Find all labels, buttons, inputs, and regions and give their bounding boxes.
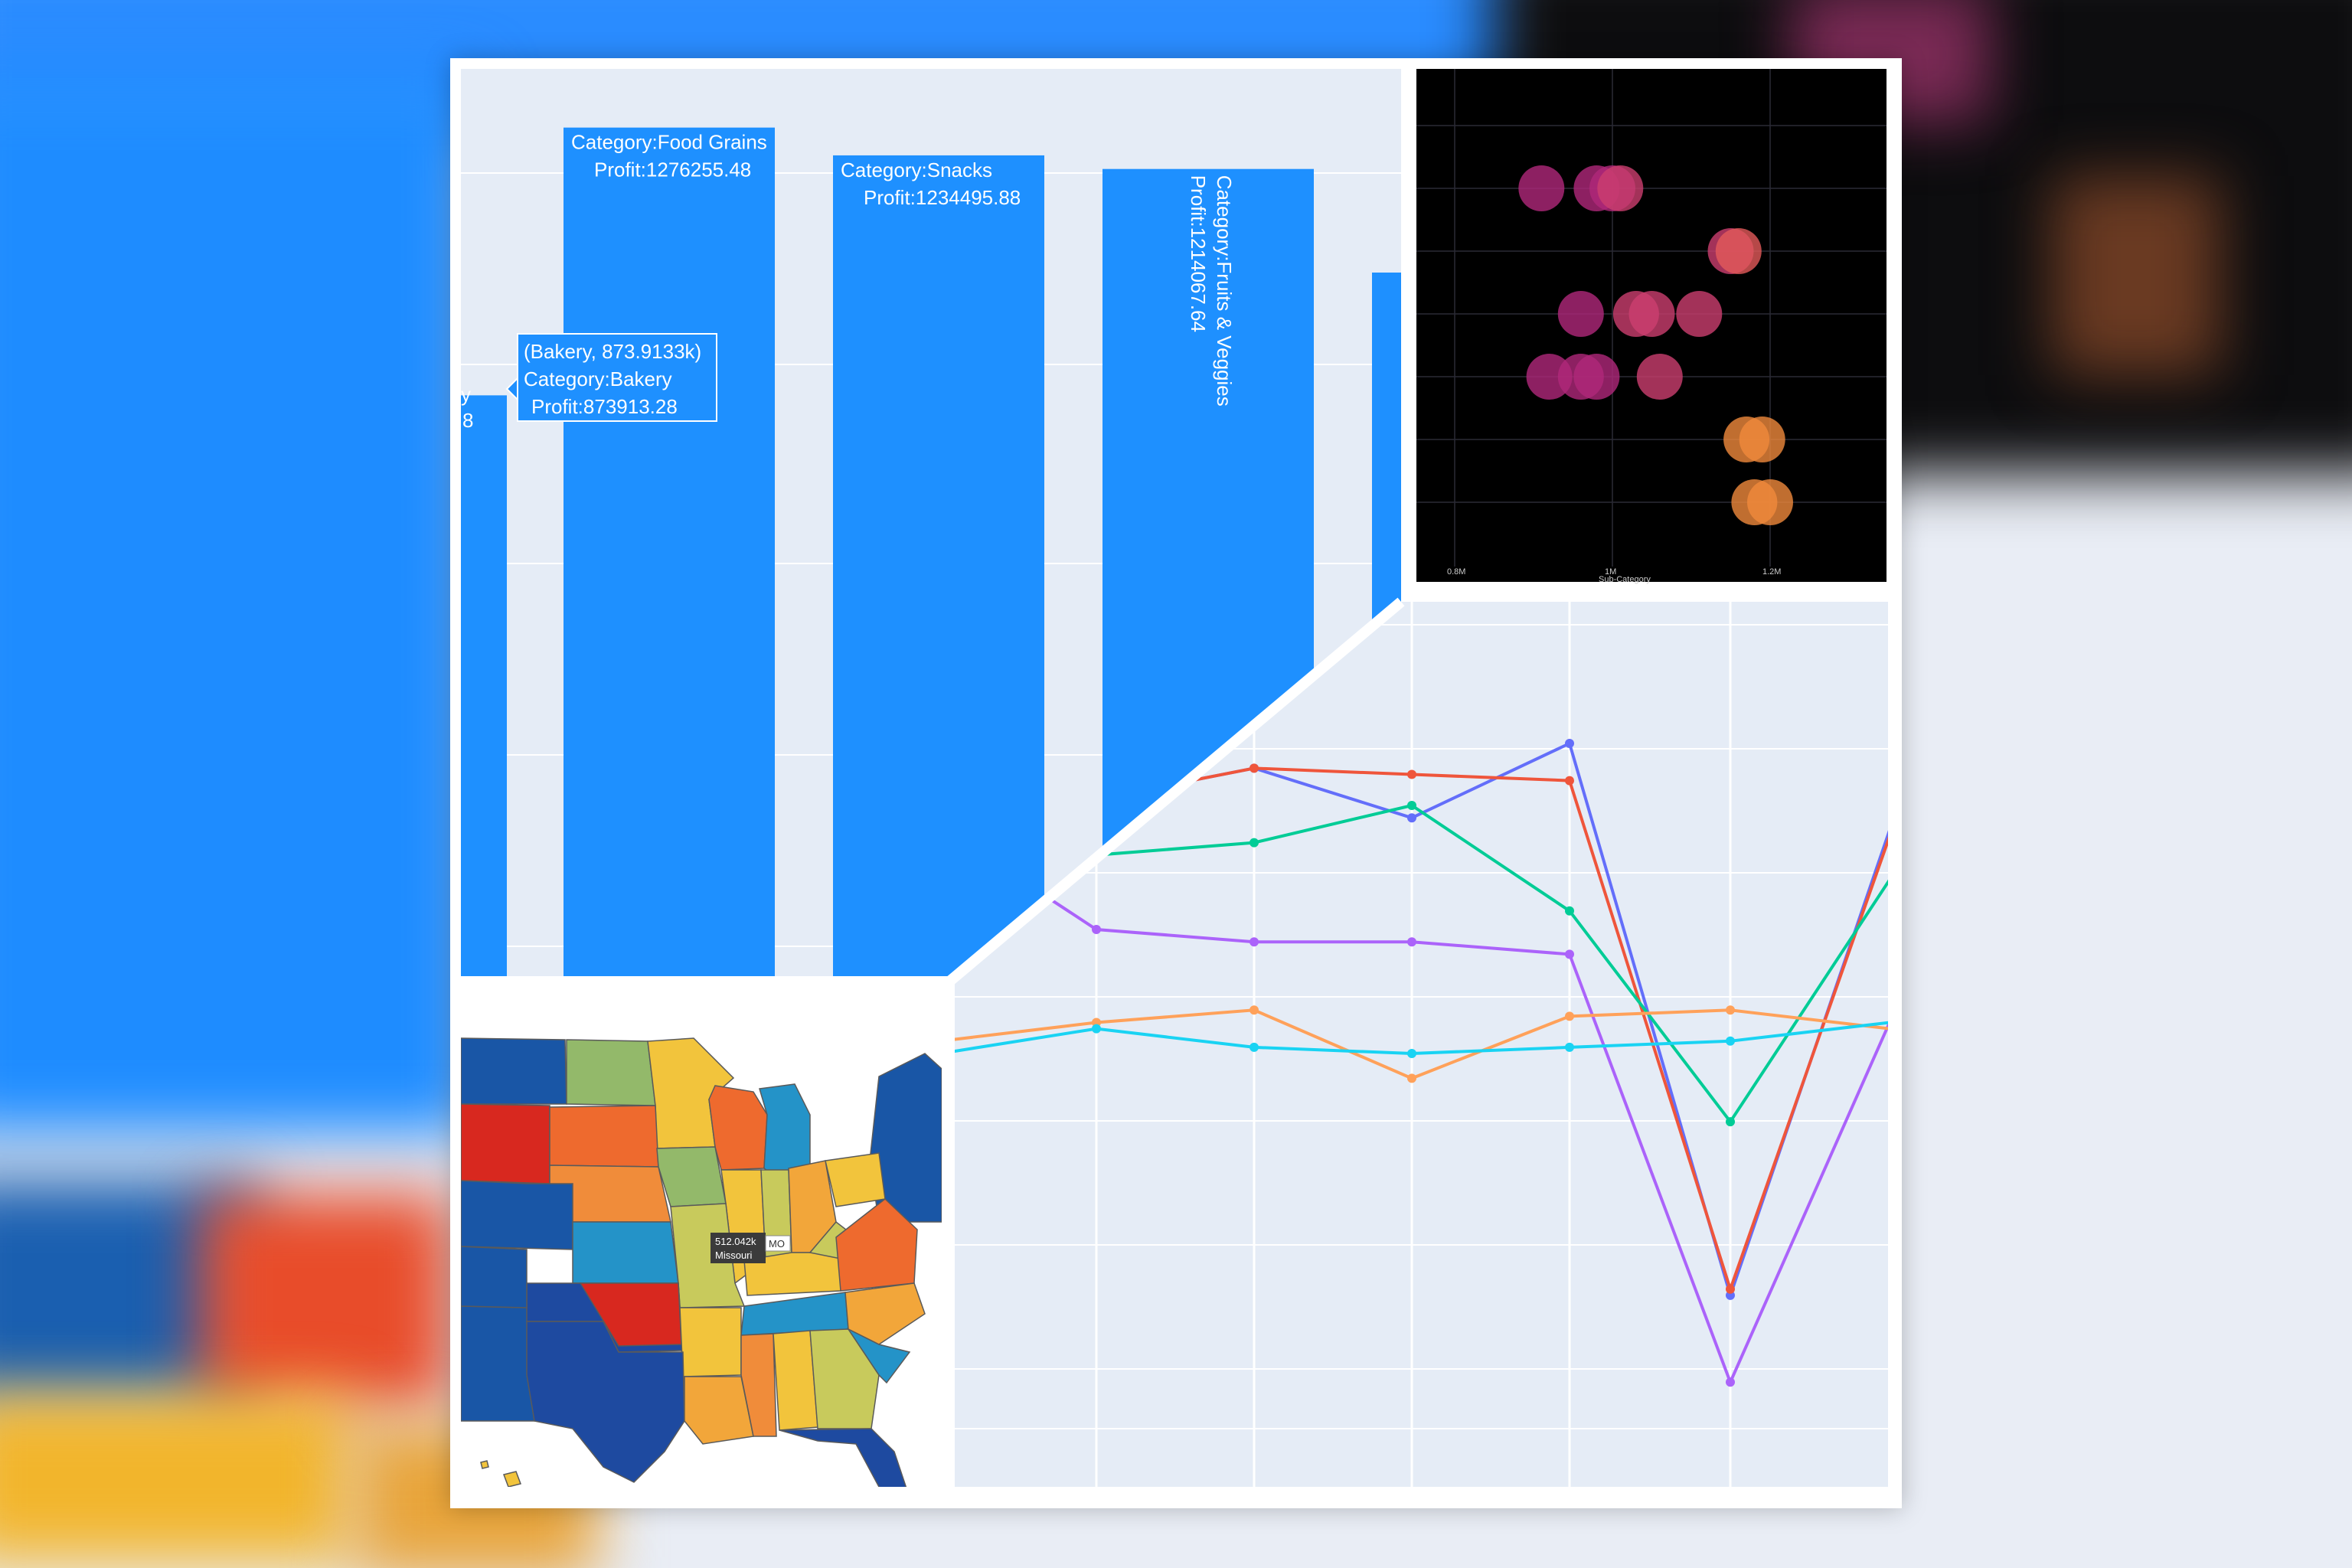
line-marker[interactable] bbox=[1407, 1073, 1416, 1083]
bakery-label-fragment-2: 8 bbox=[462, 409, 473, 432]
state-south-dakota bbox=[549, 1105, 659, 1168]
map-tooltip-value: 512.042k bbox=[715, 1236, 756, 1247]
map-tooltip-box bbox=[710, 1233, 766, 1263]
diagonal-separator bbox=[946, 597, 1405, 986]
scatter-x-tick-label: 1M bbox=[1605, 567, 1616, 577]
state-north-carolina bbox=[844, 1282, 926, 1345]
scatter-point[interactable] bbox=[1628, 291, 1675, 337]
hawaii-island bbox=[503, 1471, 521, 1487]
state-north-dakota bbox=[566, 1039, 656, 1106]
scatter-point[interactable] bbox=[1573, 354, 1620, 400]
line-marker[interactable] bbox=[1726, 1377, 1735, 1387]
scatter-point[interactable] bbox=[1739, 416, 1785, 462]
line-marker[interactable] bbox=[1726, 1117, 1735, 1127]
hawaii-island-small bbox=[480, 1460, 489, 1469]
state-georgia bbox=[809, 1328, 880, 1429]
line-marker[interactable] bbox=[1407, 769, 1416, 779]
state-virginia bbox=[835, 1198, 918, 1292]
state-kansas bbox=[572, 1221, 679, 1284]
us-states bbox=[461, 1037, 942, 1487]
map-tooltip-state-name: Missouri bbox=[715, 1250, 753, 1261]
bakery-label-fragment-1: y bbox=[461, 383, 471, 406]
line-marker[interactable] bbox=[1250, 838, 1259, 848]
bar-label-category: Category:Fruits & Veggies bbox=[1213, 175, 1236, 407]
line-marker[interactable] bbox=[1726, 1005, 1735, 1015]
state-colorado bbox=[461, 1180, 573, 1250]
scatter-x-tick-label: 0.8M bbox=[1447, 567, 1465, 577]
bg-map-yellow bbox=[0, 1393, 352, 1562]
state-nevada-fragment bbox=[461, 1246, 528, 1308]
bar-label-category: Category:Food Grains bbox=[571, 131, 767, 154]
scatter-x-axis-title: Sub-Category bbox=[1599, 575, 1651, 584]
collage-svg: Category:Food Grains Profit:1276255.48 Cat… bbox=[450, 69, 1888, 1498]
map-hover-tooltip: 512.042k Missouri MO bbox=[710, 1233, 791, 1263]
line-marker[interactable] bbox=[1565, 949, 1574, 959]
line-marker[interactable] bbox=[1565, 1042, 1574, 1052]
state-south-carolina bbox=[846, 1328, 911, 1384]
map-tooltip-state-abbr: MO bbox=[769, 1238, 785, 1250]
scatter-point[interactable] bbox=[1747, 479, 1793, 525]
line-marker[interactable] bbox=[1250, 1005, 1259, 1015]
state-wyoming bbox=[461, 1103, 550, 1184]
scatter-point[interactable] bbox=[1676, 291, 1723, 337]
bg-blue-left bbox=[0, 77, 475, 1133]
line-marker[interactable] bbox=[1092, 925, 1101, 934]
bar-label-category: Category:Snacks bbox=[841, 158, 992, 181]
line-marker[interactable] bbox=[1250, 937, 1259, 947]
line-marker[interactable] bbox=[1565, 1011, 1574, 1021]
state-new-mexico bbox=[461, 1305, 535, 1422]
line-marker[interactable] bbox=[1407, 937, 1416, 947]
line-marker[interactable] bbox=[1565, 739, 1574, 748]
bg-orange-spot bbox=[2052, 176, 2220, 375]
tooltip-line-3: Profit:873913.28 bbox=[531, 395, 678, 418]
scatter-points bbox=[1518, 165, 1793, 525]
line-marker[interactable] bbox=[1726, 1036, 1735, 1046]
scatter-point[interactable] bbox=[1597, 165, 1644, 211]
bar-label-profit: Profit:1276255.48 bbox=[594, 158, 751, 181]
chart-collage: Category:Food Grains Profit:1276255.48 Cat… bbox=[450, 58, 1902, 1508]
bar-hover-tooltip: (Bakery, 873.9133k) Category:Bakery Prof… bbox=[505, 333, 717, 422]
state-florida bbox=[779, 1428, 907, 1487]
tooltip-box bbox=[517, 333, 717, 422]
line-marker[interactable] bbox=[1407, 801, 1416, 810]
map-tooltip-abbr-box bbox=[765, 1235, 791, 1252]
line-marker[interactable] bbox=[1407, 1049, 1416, 1058]
scatter-x-ticks: 0.8M 1M 1.2M bbox=[1447, 567, 1781, 577]
state-pennsylvania bbox=[825, 1152, 886, 1207]
scatter-point[interactable] bbox=[1526, 354, 1573, 400]
line-marker[interactable] bbox=[1407, 813, 1416, 823]
scatter-chart-panel: 0.8M 1M 1.2M Sub-Category bbox=[1416, 69, 1886, 584]
state-wisconsin bbox=[708, 1085, 768, 1171]
scatter-x-tick-label: 1.2M bbox=[1762, 567, 1781, 577]
scatter-point[interactable] bbox=[1518, 165, 1565, 211]
line-marker[interactable] bbox=[1092, 1024, 1101, 1034]
bar-bakery[interactable] bbox=[461, 395, 507, 992]
bar-label-profit: Profit:1214067.64 bbox=[1187, 175, 1210, 332]
state-montana bbox=[461, 1037, 567, 1105]
scatter-point[interactable] bbox=[1557, 291, 1604, 337]
scatter-point[interactable] bbox=[1636, 354, 1683, 400]
bar-label-rotated: Category:Fruits & VeggiesProfit:1214067.… bbox=[1187, 175, 1236, 407]
tooltip-line-2: Category:Bakery bbox=[524, 368, 672, 390]
state-texas bbox=[526, 1321, 685, 1483]
state-louisiana bbox=[684, 1376, 754, 1445]
line-marker[interactable] bbox=[1565, 776, 1574, 786]
scatter-point[interactable] bbox=[1715, 228, 1762, 274]
line-marker[interactable] bbox=[1726, 1284, 1735, 1294]
bar-food-grains[interactable] bbox=[564, 127, 775, 992]
state-arkansas bbox=[679, 1307, 742, 1377]
bg-map-red bbox=[199, 1194, 452, 1409]
map-panel: 512.042k Missouri MO bbox=[461, 982, 942, 1487]
line-marker[interactable] bbox=[1565, 906, 1574, 916]
bar-label-profit: Profit:1234495.88 bbox=[864, 186, 1021, 209]
bar-snacks[interactable] bbox=[833, 155, 1044, 992]
bar-labels: Category:Food Grains Profit:1276255.48 Cat… bbox=[571, 131, 1236, 407]
tooltip-line-1: (Bakery, 873.9133k) bbox=[524, 340, 701, 363]
state-mississippi bbox=[740, 1333, 777, 1437]
line-marker[interactable] bbox=[1250, 1042, 1259, 1052]
line-marker[interactable] bbox=[1250, 763, 1259, 773]
